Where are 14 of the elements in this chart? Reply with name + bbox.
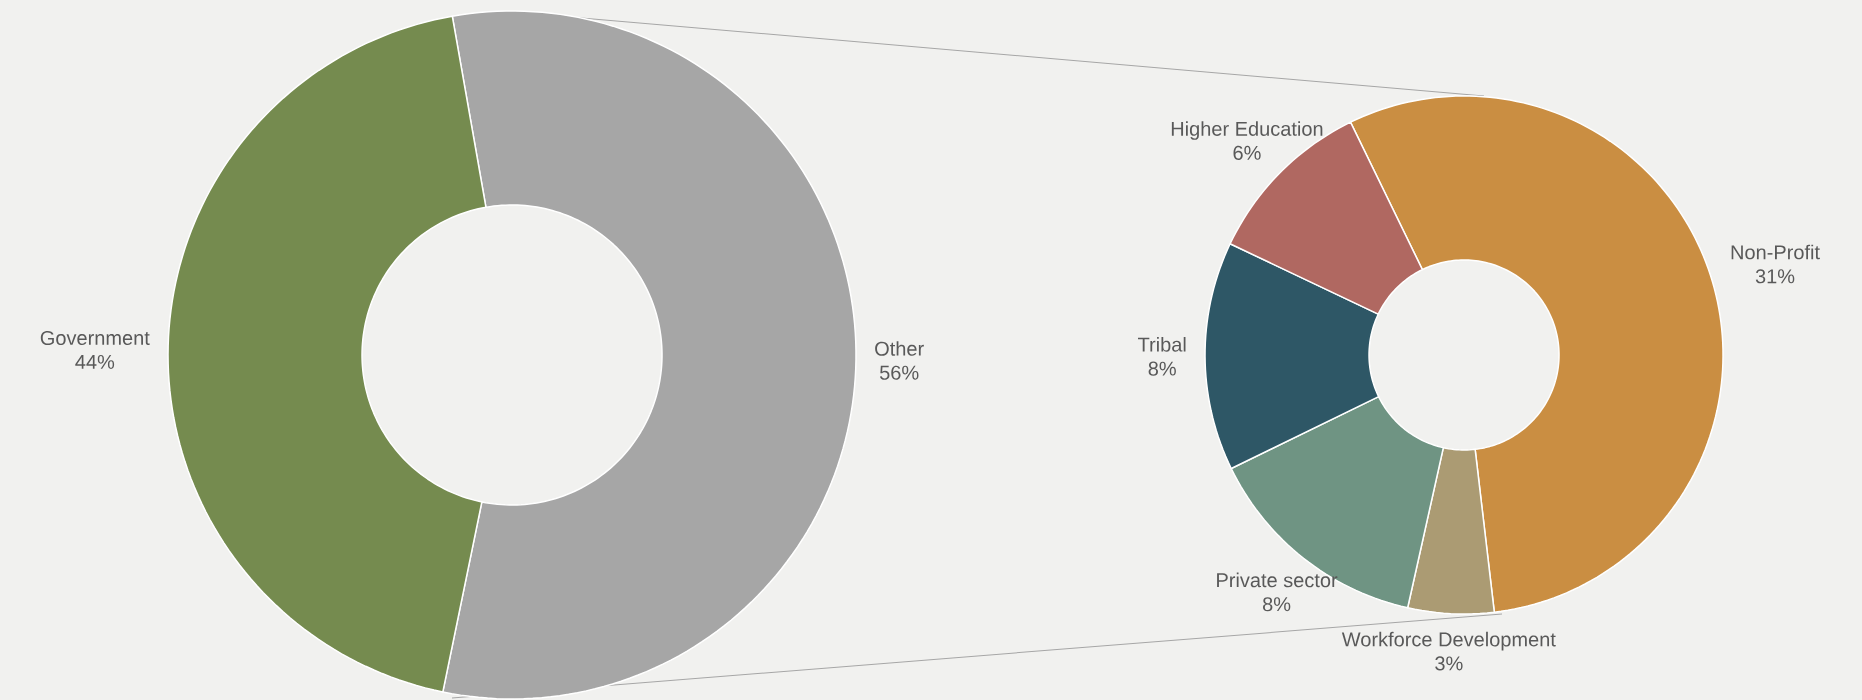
data-label: 56% <box>879 365 919 380</box>
slice-label: Higher Education <box>1171 121 1323 140</box>
data-label: 8% <box>1148 361 1176 376</box>
data-label: 3% <box>1435 656 1463 671</box>
slice-label: Private sector <box>1217 572 1338 588</box>
data-label: 44% <box>75 354 115 369</box>
data-label: 6% <box>1233 145 1261 160</box>
slice-label: Other <box>875 341 924 356</box>
data-label: 31% <box>1755 269 1795 284</box>
slice-label: Tribal <box>1138 337 1186 352</box>
slice-label: Government <box>40 330 150 346</box>
slice-label: Non-Profit <box>1731 244 1820 260</box>
data-label: 8% <box>1262 597 1291 612</box>
slice-label: Workforce Development <box>1341 631 1556 651</box>
